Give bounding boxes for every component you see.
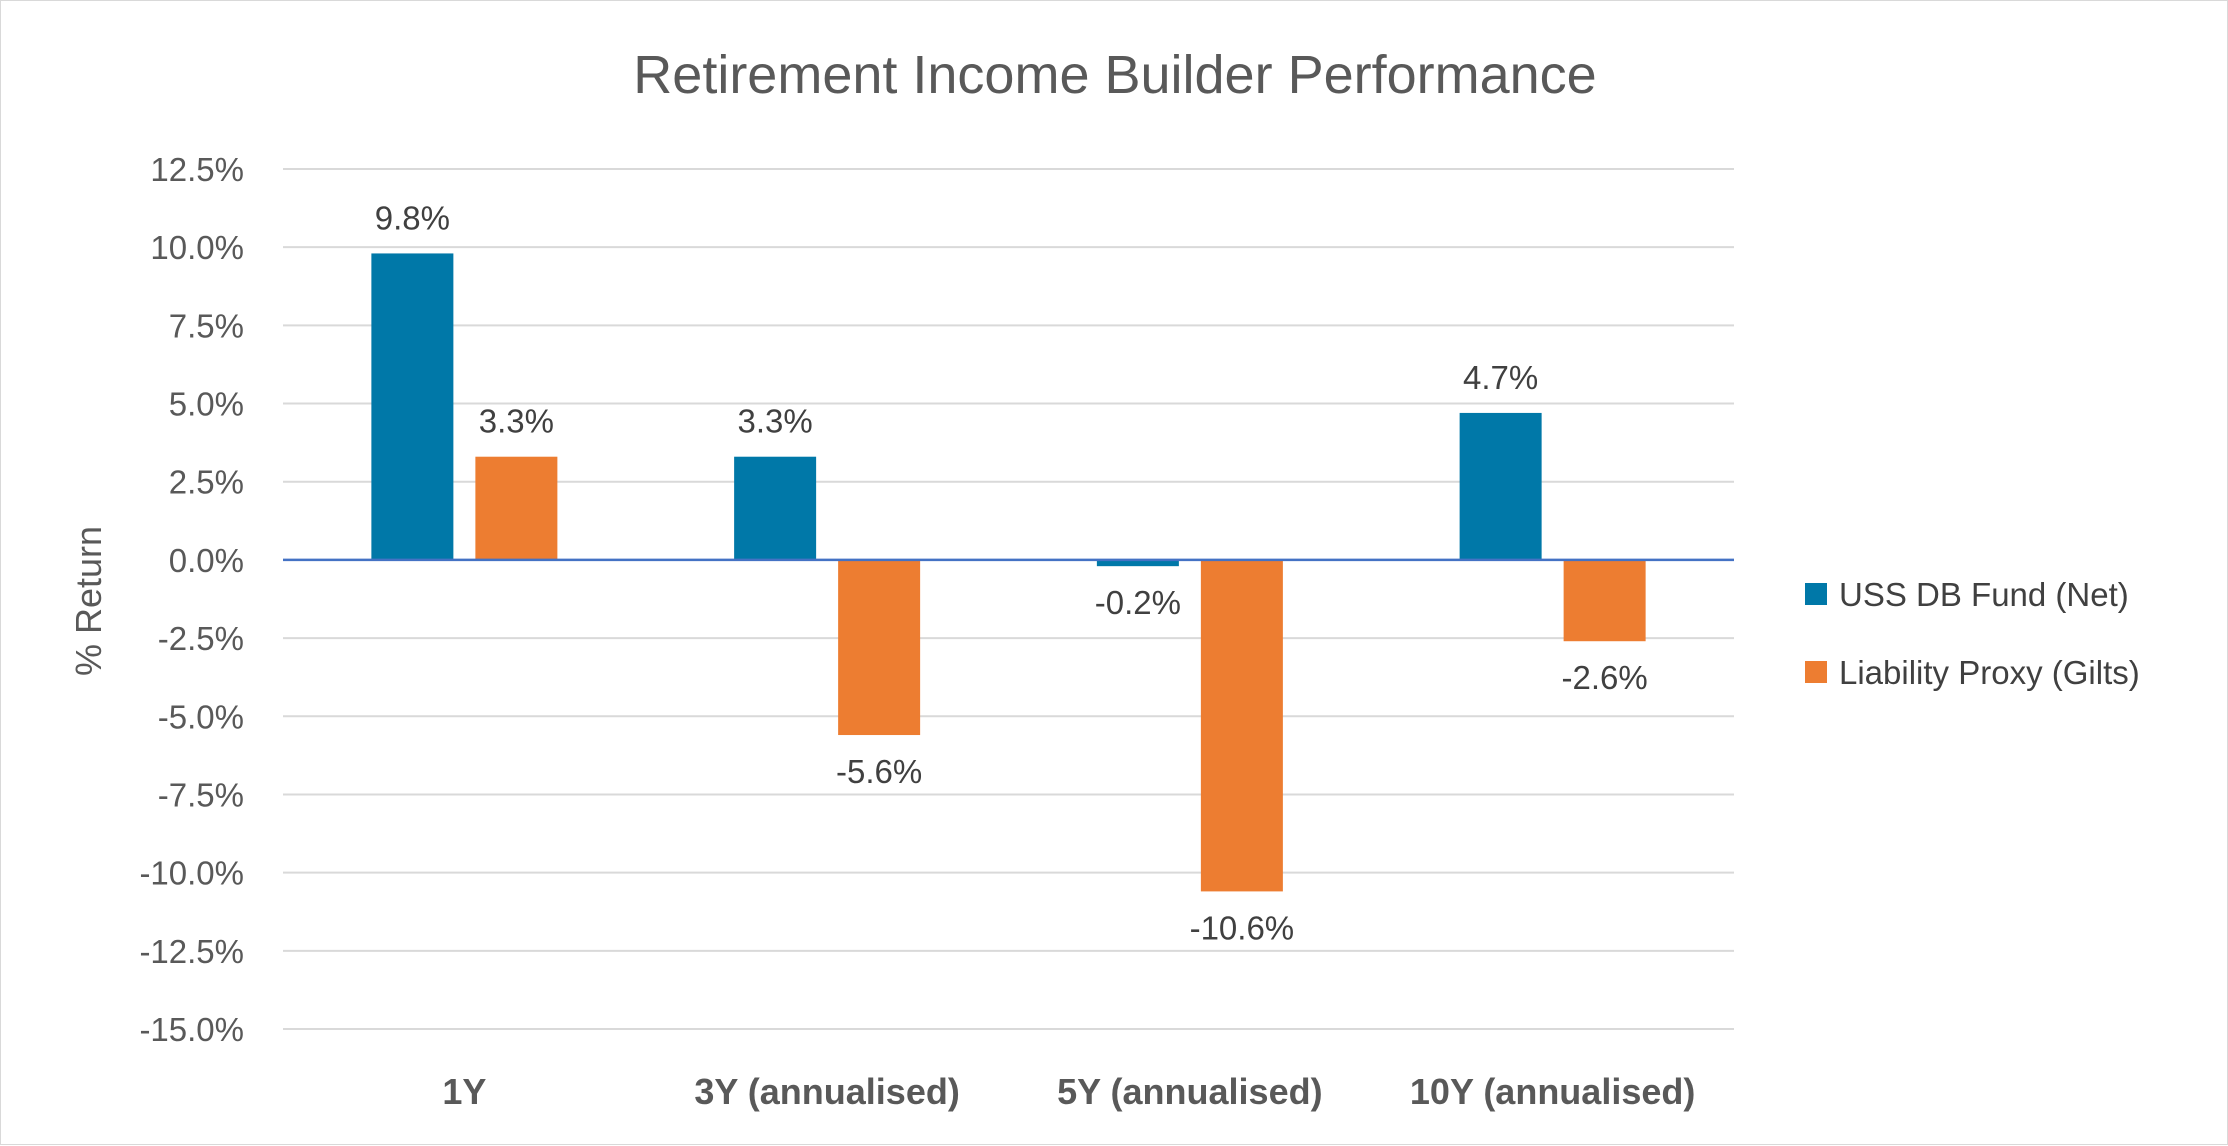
legend: USS DB Fund (Net) Liability Proxy (Gilts) bbox=[1805, 576, 2140, 691]
legend-label: Liability Proxy (Gilts) bbox=[1839, 654, 2140, 691]
legend-label: USS DB Fund (Net) bbox=[1839, 576, 2129, 613]
y-tick-label: 7.5% bbox=[169, 307, 244, 344]
x-category-label: 10Y (annualised) bbox=[1410, 1071, 1695, 1112]
data-label: -5.6% bbox=[836, 753, 922, 790]
data-label: 4.7% bbox=[1463, 359, 1538, 396]
y-tick-label: 10.0% bbox=[150, 229, 244, 266]
data-label: 3.3% bbox=[479, 403, 554, 440]
chart-title: Retirement Income Builder Performance bbox=[633, 45, 1596, 105]
gridlines bbox=[283, 168, 1734, 1030]
data-label: -10.6% bbox=[1190, 909, 1295, 946]
bars bbox=[371, 253, 1646, 892]
x-category-label: 1Y bbox=[442, 1071, 486, 1112]
bar bbox=[1096, 559, 1179, 567]
y-tick-label: 0.0% bbox=[169, 542, 244, 579]
data-label: 9.8% bbox=[375, 199, 450, 236]
y-tick-label: 5.0% bbox=[169, 386, 244, 423]
y-tick-label: -7.5% bbox=[158, 776, 244, 813]
x-axis-categories: 1Y 3Y (annualised) 5Y (annualised) 10Y (ann… bbox=[442, 1071, 1695, 1112]
data-label: 3.3% bbox=[738, 403, 813, 440]
legend-swatch bbox=[1805, 583, 1827, 605]
y-axis-label: % Return bbox=[68, 526, 109, 676]
y-tick-label: -10.0% bbox=[139, 855, 244, 892]
bar bbox=[838, 559, 921, 736]
y-tick-label: -12.5% bbox=[139, 933, 244, 970]
bar bbox=[1200, 559, 1283, 892]
bar bbox=[371, 253, 454, 560]
bar bbox=[475, 456, 558, 560]
y-tick-label: 2.5% bbox=[169, 464, 244, 501]
x-category-label: 5Y (annualised) bbox=[1057, 1071, 1322, 1112]
bar bbox=[1563, 559, 1646, 642]
legend-swatch bbox=[1805, 661, 1827, 683]
bar bbox=[1459, 412, 1542, 560]
bar bbox=[734, 456, 817, 560]
y-tick-label: -2.5% bbox=[158, 620, 244, 657]
y-tick-label: -5.0% bbox=[158, 698, 244, 735]
y-tick-label: -15.0% bbox=[139, 1011, 244, 1048]
x-category-label: 3Y (annualised) bbox=[694, 1071, 959, 1112]
data-labels: 9.8% 3.3% 3.3% -5.6% -0.2% -10.6% 4.7% -2.6% bbox=[375, 199, 1648, 946]
y-tick-label: 12.5% bbox=[150, 151, 244, 188]
data-label: -0.2% bbox=[1095, 584, 1181, 621]
data-label: -2.6% bbox=[1562, 659, 1648, 696]
y-axis-ticks: 12.5% 10.0% 7.5% 5.0% 2.5% 0.0% -2.5% -5.0% -7.5… bbox=[139, 151, 244, 1048]
